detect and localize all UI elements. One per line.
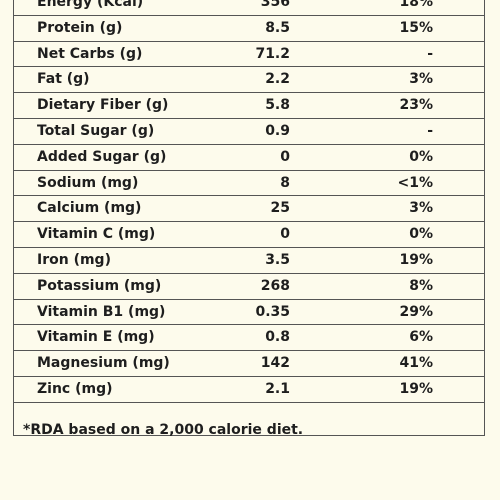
amount: 0 — [280, 148, 290, 165]
table-row: Net Carbs (g) 71.2 - — [14, 42, 484, 68]
amount: 356 — [260, 0, 290, 10]
rda-percent: 0% — [409, 226, 433, 243]
amount: 0.35 — [255, 303, 290, 320]
footnote: *RDA based on a 2,000 calorie diet. — [23, 422, 304, 438]
nutrient-name: Zinc (mg) — [37, 381, 113, 397]
nutrient-name: Vitamin B1 (mg) — [37, 303, 166, 320]
nutrient-name: Added Sugar (g) — [37, 148, 167, 165]
table-row: Vitamin E (mg) 0.8 6% — [14, 325, 484, 352]
rda-percent: 18% — [399, 0, 433, 10]
rda-percent: 23% — [399, 97, 433, 114]
nutrient-name: Protein (g) — [37, 19, 123, 36]
amount: 0 — [280, 226, 290, 243]
nutrient-name: Sodium (mg) — [37, 174, 139, 191]
rda-percent: 0% — [409, 148, 433, 165]
nutrition-table: Energy (Kcal) 356 18% Protein (g) 8.5 15% Net … — [13, 0, 485, 436]
rda-percent: 3% — [409, 71, 433, 88]
rda-percent: - — [427, 45, 433, 62]
amount: 2.1 — [265, 381, 290, 397]
table-row: Vitamin C (mg) 0 0% — [14, 222, 484, 248]
amount: 142 — [260, 355, 290, 372]
table-row: Fat (g) 2.2 3% — [14, 67, 484, 94]
rda-percent: 19% — [399, 252, 433, 268]
table-row: Iron (mg) 3.5 19% — [14, 248, 484, 274]
table-row: Magnesium (mg) 142 41% — [14, 351, 484, 377]
rda-percent: 8% — [409, 277, 433, 294]
amount: 0.8 — [265, 329, 290, 346]
amount: 0.9 — [265, 123, 290, 139]
amount: 25 — [270, 200, 290, 217]
rda-percent: 29% — [399, 303, 433, 320]
nutrient-name: Vitamin C (mg) — [37, 226, 156, 243]
table-row: Added Sugar (g) 0 0% — [14, 145, 484, 171]
nutrient-name: Fat (g) — [37, 71, 90, 88]
rda-percent: 6% — [409, 329, 433, 346]
rda-percent: - — [427, 123, 433, 139]
table-row: Protein (g) 8.5 15% — [14, 16, 484, 42]
table-row: Calcium (mg) 25 3% — [14, 196, 484, 223]
amount: 5.8 — [265, 97, 290, 114]
table-row: Potassium (mg) 268 8% — [14, 274, 484, 300]
nutrient-name: Magnesium (mg) — [37, 355, 170, 372]
amount: 268 — [260, 277, 290, 294]
amount: 8 — [280, 174, 290, 191]
amount: 8.5 — [265, 19, 290, 36]
nutrient-name: Dietary Fiber (g) — [37, 97, 169, 114]
amount: 2.2 — [265, 71, 290, 88]
table-row: Vitamin B1 (mg) 0.35 29% — [14, 300, 484, 326]
rda-percent: <1% — [397, 174, 434, 191]
rda-percent: 3% — [409, 200, 433, 217]
table-row: Sodium (mg) 8 <1% — [14, 171, 484, 197]
table-row: Total Sugar (g) 0.9 - — [14, 119, 484, 145]
table-row: Dietary Fiber (g) 5.8 23% — [14, 93, 484, 119]
amount: 71.2 — [255, 45, 290, 62]
rda-percent: 15% — [399, 19, 433, 36]
rda-percent: 19% — [399, 381, 433, 397]
amount: 3.5 — [265, 252, 290, 268]
nutrient-name: Potassium (mg) — [37, 277, 162, 294]
nutrient-name: Iron (mg) — [37, 252, 111, 268]
table-row: Energy (Kcal) 356 18% — [14, 0, 484, 16]
nutrient-name: Vitamin E (mg) — [37, 329, 155, 346]
rda-percent: 41% — [399, 355, 433, 372]
table-row: Zinc (mg) 2.1 19% — [14, 377, 484, 403]
nutrient-name: Calcium (mg) — [37, 200, 142, 217]
nutrient-name: Net Carbs (g) — [37, 45, 143, 62]
nutrient-name: Energy (Kcal) — [37, 0, 144, 10]
nutrient-name: Total Sugar (g) — [37, 123, 155, 139]
